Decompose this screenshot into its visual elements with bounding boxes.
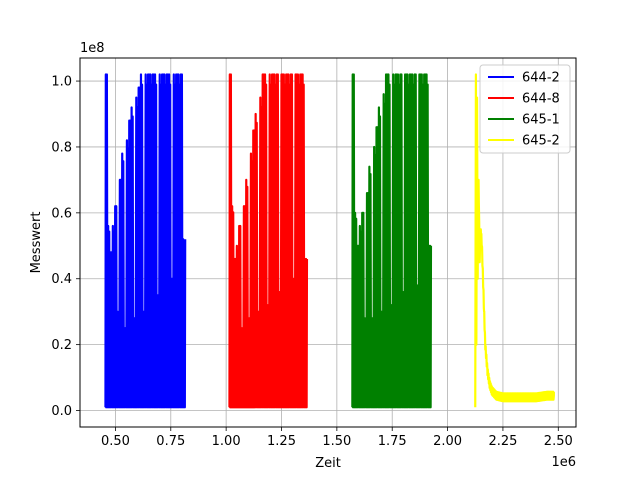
- y-tick-label: 0.4: [51, 272, 72, 287]
- x-tick-label: 1.50: [322, 434, 351, 449]
- y-multiplier-label: 1e8: [80, 41, 105, 56]
- x-tick-label: 2.00: [433, 434, 462, 449]
- x-axis: 0.50 0.75 1.00 1.25 1.50 1.75 2.00 2.25 2.50: [101, 427, 573, 449]
- y-tick-label: 0.2: [51, 338, 72, 353]
- plot-area: [104, 73, 555, 409]
- x-multiplier-label: 1e6: [551, 455, 576, 470]
- x-tick-label: 0.75: [156, 434, 185, 449]
- legend-label: 645-2: [522, 134, 560, 149]
- y-axis: 0.0 0.2 0.4 0.6 0.8 1.0: [51, 75, 80, 419]
- series-line-644-2: [104, 73, 187, 409]
- legend-label: 645-1: [522, 113, 560, 128]
- y-tick-label: 0.6: [51, 206, 72, 221]
- x-tick-label: 1.25: [267, 434, 296, 449]
- y-axis-label: Messwert: [29, 212, 44, 274]
- y-tick-label: 0.8: [51, 140, 72, 155]
- y-tick-label: 1.0: [51, 75, 72, 90]
- legend-box: [479, 64, 571, 154]
- x-tick-label: 1.00: [212, 434, 241, 449]
- x-tick-label: 2.25: [488, 434, 517, 449]
- axes-frame: [79, 57, 577, 428]
- x-tick-label: 2.50: [544, 434, 573, 449]
- legend-label: 644-8: [522, 92, 560, 107]
- x-axis-label: Zeit: [315, 456, 341, 471]
- legend: 644-2 644-8 645-1 645-2: [479, 64, 571, 154]
- series-line-645-1: [351, 73, 433, 409]
- series-line-644-8: [228, 73, 309, 409]
- y-tick-label: 0.0: [51, 404, 72, 419]
- series-line-645-2: [474, 73, 555, 408]
- x-tick-label: 1.75: [378, 434, 407, 449]
- legend-label: 644-2: [522, 71, 560, 86]
- x-tick-label: 0.50: [101, 434, 130, 449]
